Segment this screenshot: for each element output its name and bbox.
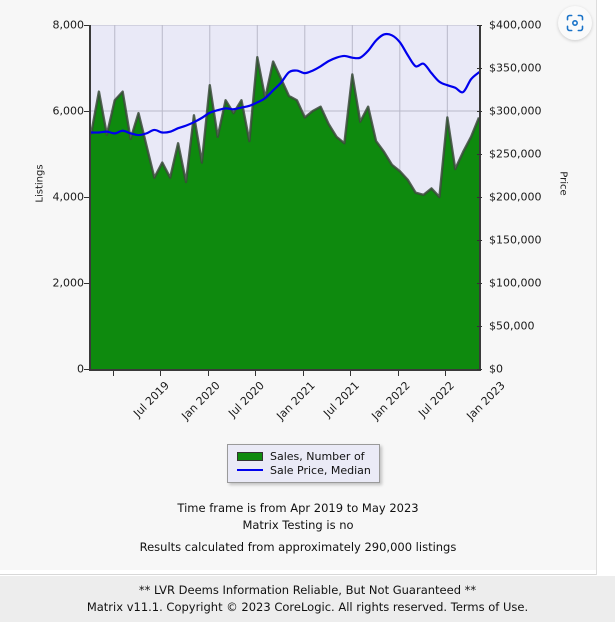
y-tick-left-label: 8,000 — [52, 18, 85, 32]
chart-info-block: Time frame is from Apr 2019 to May 2023 … — [0, 500, 596, 556]
terms-of-use-link[interactable]: Terms of Use. — [450, 600, 529, 614]
legend-label-sales: Sales, Number of — [270, 449, 365, 463]
info-timeframe: Time frame is from Apr 2019 to May 2023 — [177, 501, 419, 515]
y-tick-right-mark — [477, 369, 482, 370]
legend-green-swatch-icon — [235, 451, 265, 461]
y-tick-left-mark — [84, 369, 89, 370]
x-tick-mark — [112, 371, 114, 376]
x-tick-label: Jul 2019 — [130, 379, 172, 420]
y-tick-right-label: $300,000 — [489, 104, 542, 118]
y-tick-right-label: $150,000 — [489, 233, 542, 247]
y-tick-left-mark — [84, 197, 89, 198]
y-tick-right-mark — [477, 111, 482, 112]
y-tick-left-mark — [84, 283, 89, 284]
y-tick-left-mark — [84, 25, 89, 26]
y-tick-right-mark — [477, 240, 482, 241]
scan-focus-button[interactable] — [558, 6, 592, 40]
footer-disclaimer: ** LVR Deems Information Reliable, But N… — [138, 583, 477, 597]
y-tick-right-label: $400,000 — [489, 18, 542, 32]
y-axis-right-ticks: $0 $50,000 $100,000 $150,000 $200,000 $250,00… — [482, 0, 552, 570]
y-tick-left-label: 6,000 — [52, 104, 85, 118]
x-tick-mark — [160, 371, 162, 376]
info-matrix-testing: Matrix Testing is no — [242, 518, 354, 532]
y-tick-right-label: $0 — [489, 362, 503, 376]
x-tick-label: Jul 2022 — [415, 379, 457, 420]
y-tick-right-mark — [477, 68, 482, 69]
footer-copyright-line: Matrix v11.1. Copyright © 2023 CoreLogic… — [0, 599, 615, 616]
x-tick-mark — [302, 371, 304, 376]
y-tick-right-mark — [477, 326, 482, 327]
chart-image-panel: Listings Price 0 2,000 4,000 6,000 8,000 $0 $… — [0, 0, 596, 570]
y-tick-left-label: 2,000 — [52, 276, 85, 290]
x-tick-mark — [445, 371, 447, 376]
legend-label-price: Sale Price, Median — [270, 463, 371, 477]
panel-right-gutter — [596, 0, 615, 575]
page-footer: ** LVR Deems Information Reliable, But N… — [0, 576, 615, 622]
chart-canvas — [91, 25, 479, 369]
y-tick-right-label: $100,000 — [489, 276, 542, 290]
x-tick-label: Jan 2022 — [369, 379, 413, 423]
x-tick-mark — [207, 371, 209, 376]
x-tick-mark — [397, 371, 399, 376]
legend-item-sales: Sales, Number of — [235, 449, 371, 463]
y-tick-left-mark — [84, 111, 89, 112]
x-tick-mark — [255, 371, 257, 376]
x-tick-label: Jan 2020 — [179, 379, 223, 423]
plot-area — [89, 25, 481, 371]
y-tick-right-mark — [477, 25, 482, 26]
y-tick-left-label: 0 — [77, 362, 84, 376]
y-tick-right-mark — [477, 283, 482, 284]
info-results-count: Results calculated from approximately 29… — [139, 540, 457, 554]
y-tick-right-label: $250,000 — [489, 147, 542, 161]
y-tick-right-mark — [477, 154, 482, 155]
chart-legend: Sales, Number of Sale Price, Median — [227, 444, 380, 483]
y-tick-right-mark — [477, 197, 482, 198]
x-tick-label: Jan 2021 — [274, 379, 318, 423]
legend-blue-line-icon — [235, 469, 265, 471]
y-axis-right-title: Price — [557, 171, 569, 196]
y-tick-right-label: $200,000 — [489, 190, 542, 204]
y-tick-left-label: 4,000 — [52, 190, 85, 204]
legend-item-price: Sale Price, Median — [235, 463, 371, 477]
scan-focus-icon — [566, 14, 584, 32]
y-tick-right-label: $50,000 — [489, 319, 535, 333]
y-tick-right-label: $350,000 — [489, 61, 542, 75]
y-axis-left-ticks: 0 2,000 4,000 6,000 8,000 — [28, 0, 85, 570]
footer-copyright-text: Matrix v11.1. Copyright © 2023 CoreLogic… — [86, 600, 448, 614]
chart-card: Listings Price 0 2,000 4,000 6,000 8,000 $0 $… — [0, 0, 615, 575]
x-tick-label: Jul 2021 — [320, 379, 362, 420]
x-tick-mark — [350, 371, 352, 376]
x-tick-label: Jul 2020 — [225, 379, 267, 420]
